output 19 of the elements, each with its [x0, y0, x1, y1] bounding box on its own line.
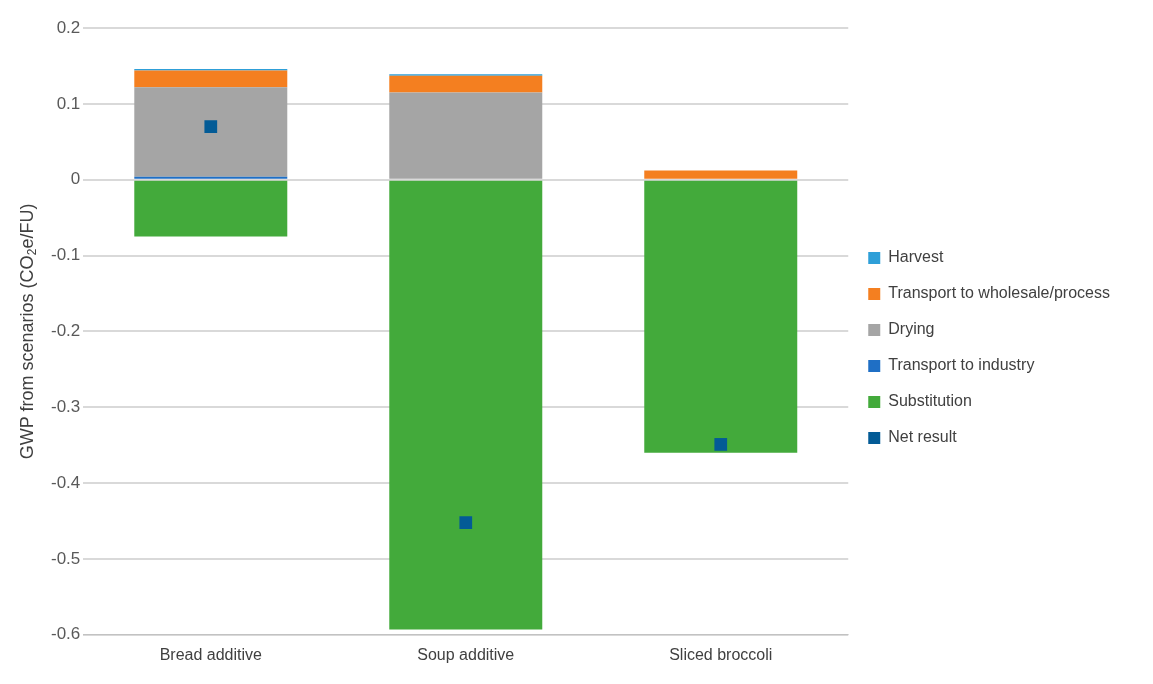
y-tick-label: -0.1: [51, 245, 81, 265]
y-tick-label: -0.6: [51, 624, 81, 644]
legend-label: Drying: [888, 320, 935, 338]
y-tick-label: -0.2: [51, 321, 81, 341]
legend-label: Harvest: [888, 248, 944, 266]
y-tick-label: -0.3: [51, 396, 81, 416]
x-tick-label: Soup additive: [417, 645, 515, 663]
legend-label: Substitution: [888, 392, 972, 410]
y-tick-label: -0.4: [51, 472, 81, 492]
y-tick-label: 0: [70, 169, 81, 189]
y-axis-title: GWP from scenarios (CO2e/FU): [16, 203, 40, 460]
x-tick-label: Sliced broccoli: [669, 645, 773, 663]
legend-label: Transport to wholesale/process: [888, 284, 1110, 302]
legend-label: Net result: [888, 428, 958, 446]
y-tick-label: -0.5: [51, 548, 81, 568]
legend-label: Transport to industry: [888, 356, 1035, 374]
y-tick-label: 0.1: [56, 93, 81, 113]
y-tick-label: 0.2: [56, 17, 81, 37]
x-tick-label: Bread additive: [159, 645, 263, 663]
